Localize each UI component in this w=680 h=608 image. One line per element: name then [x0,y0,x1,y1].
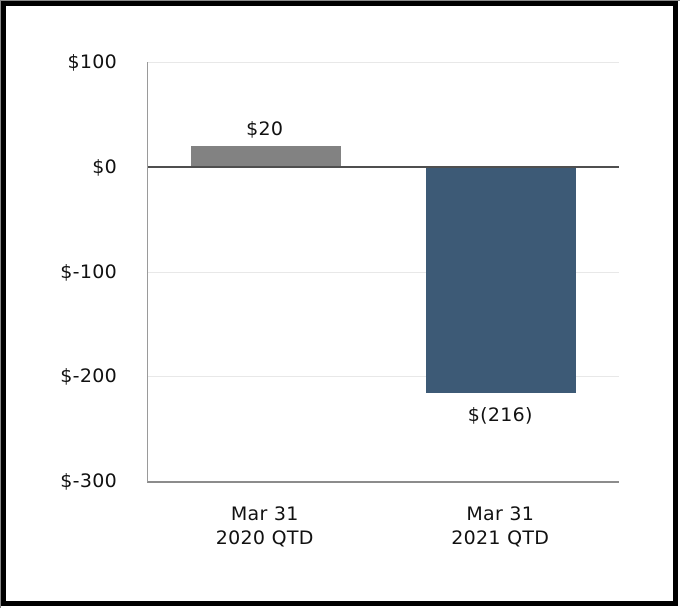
gridline [148,271,619,273]
category-label-line: Mar 31 [230,503,299,525]
x-axis-category-label: Mar 31 2021 QTD [400,502,600,550]
bar-value-label: $(216) [467,404,533,426]
x-axis-category-label: Mar 31 2020 QTD [165,502,365,550]
y-axis-tick-label: $-200 [60,365,117,388]
category-label-line: 2020 QTD [215,527,314,549]
y-axis-tick-label: $100 [67,51,117,73]
bar-value-label: $20 [246,117,284,140]
bar [190,145,341,167]
category-label-line: 2021 QTD [451,527,550,549]
plot-area [147,62,619,483]
bar [426,166,577,393]
frame-highlight-left [0,0,1,608]
y-axis-tick-label: $-300 [60,470,117,492]
y-axis-tick-label: $-100 [60,260,117,283]
zero-axis-line [148,165,619,168]
gridline [148,376,619,378]
y-axis-tick-label: $0 [92,155,117,178]
frame-highlight-top [0,0,680,1]
gridline [148,62,619,63]
category-label-line: Mar 31 [466,503,535,525]
